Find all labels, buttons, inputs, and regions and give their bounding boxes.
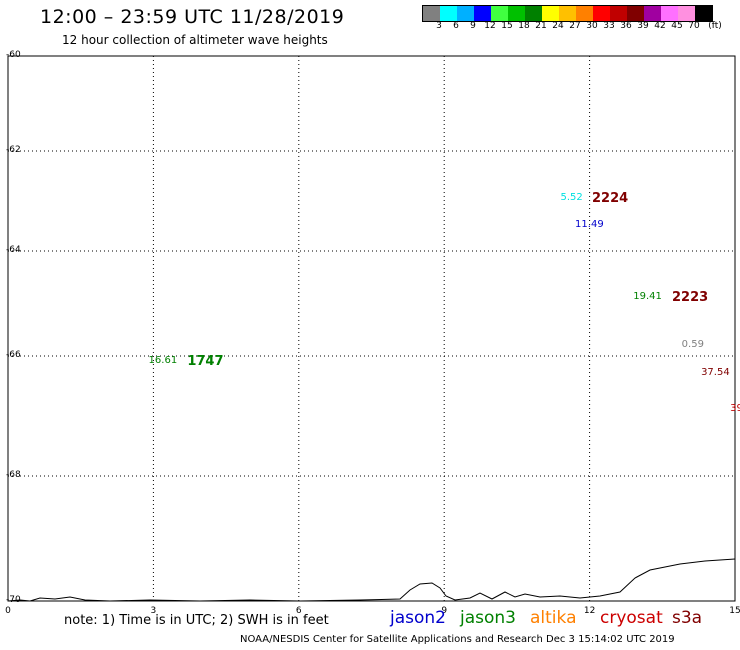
legend-label: 15: [501, 21, 513, 31]
wave-height-value: 39: [730, 403, 740, 414]
pass-number: 2224: [592, 190, 629, 206]
legend-label: 36: [620, 21, 632, 31]
legend-swatch: [661, 6, 678, 21]
legend-label: 18: [518, 21, 530, 31]
antarctic-coastline: [7, 558, 736, 602]
wave-height-value: 0.59: [681, 338, 704, 350]
legend-label: 45: [671, 21, 683, 31]
legend-swatch: [491, 6, 508, 21]
latitude-label: -66: [6, 350, 21, 360]
footer-credit: NOAA/NESDIS Center for Satellite Applica…: [240, 634, 675, 645]
wave-height-value: 5.52: [560, 191, 583, 203]
pass-number: 1747: [187, 354, 224, 369]
latitude-label: -68: [6, 470, 21, 480]
longitude-label: 12: [583, 606, 596, 616]
longitude-label: 9: [441, 606, 448, 616]
legend-swatch: [525, 6, 542, 21]
legend-label: 70: [688, 21, 700, 31]
color-legend: [422, 5, 713, 22]
longitude-label: 6: [295, 606, 302, 616]
legend-label: 3: [436, 21, 442, 31]
satellite-name: jason3: [460, 608, 516, 628]
pass-number: 2223: [671, 290, 709, 306]
longitude-label: 0: [5, 606, 11, 616]
satellite-name: cryosat: [600, 608, 663, 628]
longitude-label: 15: [729, 606, 740, 616]
legend-swatch: [644, 6, 661, 21]
legend-swatch: [559, 6, 576, 21]
legend-swatch: [457, 6, 474, 21]
legend-label: 12: [484, 21, 496, 31]
legend-label: 6: [453, 21, 459, 31]
map-frame: [7, 55, 736, 602]
wave-height-value: 19.41: [633, 291, 662, 303]
legend-label: 21: [535, 21, 547, 31]
wave-height-value: 11.49: [575, 219, 604, 230]
satellite-name: s3a: [672, 608, 703, 628]
legend-swatch: [423, 6, 440, 21]
legend-swatch: [440, 6, 457, 21]
legend-label: 27: [569, 21, 581, 31]
legend-swatch: [508, 6, 525, 21]
legend-swatch: [542, 6, 559, 21]
legend-swatch: [576, 6, 593, 21]
map-title: 12:00 – 23:59 UTC 11/28/2019: [40, 6, 345, 28]
legend-label: 39: [637, 21, 649, 31]
legend-swatch: [678, 6, 695, 21]
map-subtitle: 12 hour collection of altimeter wave hei…: [62, 33, 328, 47]
satellite-name: jason2: [390, 608, 446, 628]
latitude-label: -60: [6, 50, 21, 60]
satellite-name: altika: [530, 608, 577, 628]
legend-swatch: [593, 6, 610, 21]
latitude-label: -64: [6, 245, 21, 255]
latitude-label: -70: [6, 595, 21, 605]
longitude-label: 3: [150, 606, 157, 616]
legend-swatch: [474, 6, 491, 21]
color-legend-labels: 3 6 9 12 15 18 21 24 27 30 33 36 39 42 45 70 (ft): [422, 21, 740, 33]
legend-label: (ft): [708, 21, 722, 31]
legend-swatch: [695, 6, 712, 21]
legend-swatch: [627, 6, 644, 21]
legend-label: 24: [552, 21, 564, 31]
footer-note: note: 1) Time is in UTC; 2) SWH is in fe…: [64, 613, 329, 628]
legend-label: 42: [654, 21, 666, 31]
wave-height-value: 37.54: [701, 367, 730, 378]
latitude-label: -62: [6, 145, 21, 155]
legend-swatch: [610, 6, 627, 21]
graticule: [7, 55, 736, 602]
legend-label: 30: [586, 21, 598, 31]
legend-label: 33: [603, 21, 615, 31]
wave-height-value: 16.61: [148, 355, 178, 366]
legend-label: 9: [470, 21, 476, 31]
